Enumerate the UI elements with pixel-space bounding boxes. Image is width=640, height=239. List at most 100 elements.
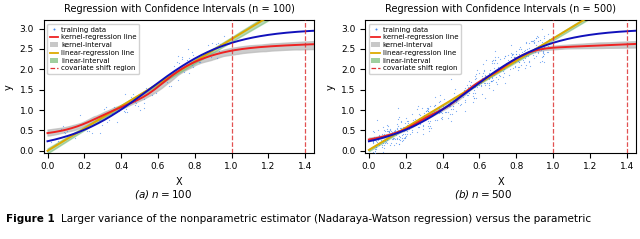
Point [396, 130, 406, 133]
Point [533, 35, 543, 38]
Point [132, 95, 142, 99]
Point [499, 71, 509, 75]
Point [383, 136, 394, 140]
Point [487, 71, 497, 75]
Point [388, 137, 398, 141]
Point [400, 121, 410, 125]
Point [479, 69, 490, 73]
Point [393, 125, 403, 128]
Point [510, 55, 520, 59]
Point [506, 55, 516, 59]
Point [459, 88, 469, 92]
Point [532, 34, 542, 38]
Point [143, 92, 153, 96]
Point [436, 110, 446, 114]
Point [434, 107, 444, 110]
Point [465, 80, 476, 84]
Point [177, 55, 188, 59]
Point [390, 128, 401, 132]
Point [506, 43, 516, 47]
Point [486, 79, 496, 83]
Point [490, 49, 500, 53]
Point [403, 119, 413, 123]
Point [536, 27, 547, 31]
Text: Figure 1: Figure 1 [6, 214, 55, 224]
Point [410, 119, 420, 122]
Point [541, 42, 552, 46]
Point [511, 55, 522, 59]
Point [436, 103, 447, 107]
Point [401, 134, 412, 137]
Point [372, 141, 383, 144]
Point [469, 88, 479, 92]
Point [509, 59, 520, 63]
Point [438, 104, 448, 108]
Point [482, 75, 492, 78]
Point [203, 43, 213, 47]
Point [184, 56, 194, 60]
Point [408, 112, 418, 116]
Point [433, 110, 443, 114]
Point [367, 150, 378, 154]
Point [460, 91, 470, 95]
Point [126, 95, 136, 99]
Point [187, 50, 197, 54]
Point [183, 47, 193, 51]
Point [371, 147, 381, 151]
Point [470, 91, 480, 95]
Point [524, 59, 534, 63]
Point [543, 50, 553, 54]
Point [385, 127, 395, 131]
Point [372, 119, 382, 122]
Point [513, 60, 524, 64]
Point [525, 39, 536, 43]
Point [207, 49, 217, 53]
Point [429, 103, 440, 107]
Point [423, 124, 433, 128]
Point [491, 75, 501, 79]
Point [451, 100, 461, 104]
Point [534, 60, 545, 64]
Point [397, 138, 408, 142]
Point [424, 124, 435, 128]
Point [412, 119, 422, 123]
Point [382, 138, 392, 142]
Point [138, 102, 148, 105]
Point [134, 108, 145, 112]
Point [421, 115, 431, 119]
Point [418, 114, 428, 118]
Point [152, 85, 163, 89]
Point [369, 135, 379, 139]
Point [104, 118, 114, 121]
Point [487, 59, 497, 63]
Point [130, 100, 140, 104]
Point [431, 118, 442, 122]
Point [536, 55, 547, 59]
Point [404, 127, 414, 131]
Point [132, 104, 143, 108]
Point [400, 128, 410, 132]
Point [394, 115, 404, 119]
Point [465, 83, 475, 87]
Point [426, 126, 436, 130]
Point [70, 136, 81, 140]
Point [481, 58, 492, 62]
Point [56, 127, 66, 130]
Point [138, 106, 148, 110]
Point [520, 48, 530, 52]
Point [394, 134, 404, 138]
Point [486, 80, 497, 83]
Point [370, 147, 380, 151]
Point [519, 49, 529, 53]
Point [380, 143, 390, 147]
Point [535, 38, 545, 42]
Point [415, 122, 425, 126]
Point [456, 102, 467, 106]
Point [430, 95, 440, 99]
Point [493, 74, 504, 77]
Point [424, 119, 435, 123]
Point [509, 55, 519, 59]
Point [449, 91, 459, 95]
Point [129, 103, 140, 107]
Point [519, 54, 529, 57]
